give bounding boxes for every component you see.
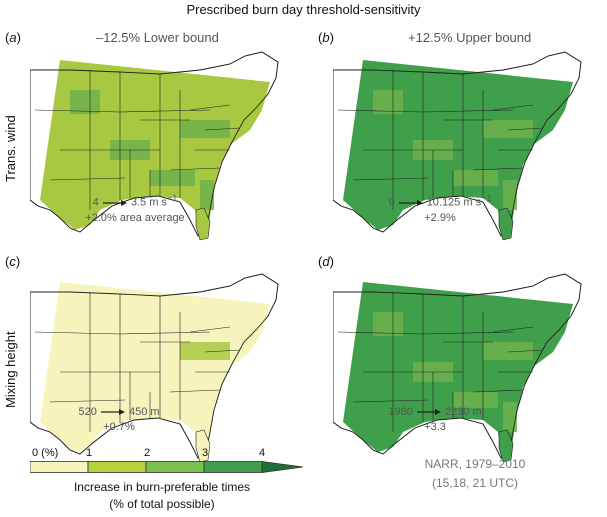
accent-region bbox=[150, 170, 195, 186]
state-border bbox=[352, 399, 429, 403]
colorbar-tick-1: 1 bbox=[86, 447, 93, 459]
map-d-svg bbox=[333, 273, 582, 462]
colorbar-bin-2 bbox=[145, 461, 205, 473]
state-border bbox=[189, 104, 231, 111]
map-a-svg bbox=[30, 51, 279, 240]
state-border bbox=[472, 389, 524, 393]
coastline bbox=[30, 51, 279, 237]
map-panel-a bbox=[30, 50, 300, 240]
accent-region bbox=[453, 170, 498, 186]
map-panel-c bbox=[30, 272, 300, 462]
coastline bbox=[333, 273, 582, 459]
arrow-icon bbox=[100, 409, 125, 416]
colorbar-tick-2: 2 bbox=[144, 447, 151, 459]
state-border bbox=[492, 104, 534, 111]
colorbar-title-line2: (% of total possible) bbox=[109, 497, 215, 511]
map-panel-d bbox=[333, 272, 603, 462]
state-border bbox=[352, 177, 429, 181]
annotation-a: 4 3.5 m s−1 +2.0% area average bbox=[85, 193, 185, 224]
state-border bbox=[49, 177, 126, 181]
accent-region bbox=[453, 392, 498, 408]
state-border bbox=[204, 127, 241, 131]
panel-label-b: (b) bbox=[318, 30, 334, 45]
annotation-c: 520 450 m +0.7% bbox=[78, 406, 160, 433]
accent-region bbox=[483, 342, 533, 360]
coastline bbox=[30, 273, 279, 459]
accent-region bbox=[373, 90, 403, 114]
coastline bbox=[333, 51, 582, 237]
accent-region bbox=[483, 120, 533, 138]
accent-region bbox=[180, 120, 230, 138]
state-border bbox=[169, 389, 221, 393]
colorbar-svg bbox=[29, 461, 304, 473]
state-border bbox=[204, 349, 241, 353]
data-source-line1: NARR, 1979–2010 bbox=[424, 457, 526, 471]
state-border bbox=[189, 326, 231, 333]
state-border bbox=[492, 326, 534, 333]
accent-region bbox=[70, 90, 100, 114]
map-c-svg bbox=[30, 273, 279, 462]
figure-title: Prescribed burn day threshold-sensitivit… bbox=[186, 2, 421, 17]
row-label-trans-wind: Trans. wind bbox=[3, 115, 18, 182]
column-title-upper: +12.5% Upper bound bbox=[408, 30, 532, 45]
arrow-icon bbox=[416, 409, 441, 416]
colorbar-tick-0: 0 (%) bbox=[32, 447, 59, 459]
colorbar-extend-arrow bbox=[261, 461, 304, 473]
accent-region bbox=[503, 180, 517, 210]
panel-label-d: (d) bbox=[318, 254, 334, 269]
state-border bbox=[507, 349, 544, 353]
colorbar-bin-3 bbox=[203, 461, 263, 473]
colorbar bbox=[29, 460, 305, 478]
arrow-icon bbox=[398, 199, 423, 206]
colorbar-bin-1 bbox=[87, 461, 147, 473]
state-border bbox=[507, 127, 544, 131]
state-border bbox=[472, 167, 524, 171]
panel-label-c: (c) bbox=[5, 254, 21, 269]
florida bbox=[195, 207, 211, 240]
annotation-d: 1980 2230 m +3.3 bbox=[388, 406, 482, 433]
row-label-mixing-height: Mixing height bbox=[3, 331, 18, 408]
panel-label-a: (a) bbox=[5, 30, 21, 45]
map-panel-b bbox=[333, 50, 603, 240]
accent-region bbox=[373, 312, 403, 336]
florida bbox=[498, 207, 514, 240]
column-title-lower: –12.5% Lower bound bbox=[96, 30, 219, 45]
accent-region bbox=[503, 402, 517, 432]
state-border bbox=[169, 167, 221, 171]
map-b-svg bbox=[333, 51, 582, 240]
colorbar-tick-3: 3 bbox=[202, 447, 209, 459]
arrow-icon bbox=[102, 199, 127, 206]
colorbar-bin-0 bbox=[29, 461, 89, 473]
state-border bbox=[49, 399, 126, 403]
accent-region bbox=[200, 180, 214, 210]
data-source-note: NARR, 1979–2010 (15,18, 21 UTC) bbox=[400, 455, 550, 493]
annotation-b: 9 10.125 m s−1 +2.9% bbox=[388, 193, 492, 224]
florida bbox=[498, 429, 514, 462]
florida bbox=[195, 429, 211, 462]
data-source-line2: (15,18, 21 UTC) bbox=[431, 476, 519, 490]
colorbar-tick-4: 4 bbox=[259, 447, 266, 459]
accent-region bbox=[180, 342, 230, 360]
colorbar-title-line1: Increase in burn-preferable times bbox=[73, 480, 251, 494]
